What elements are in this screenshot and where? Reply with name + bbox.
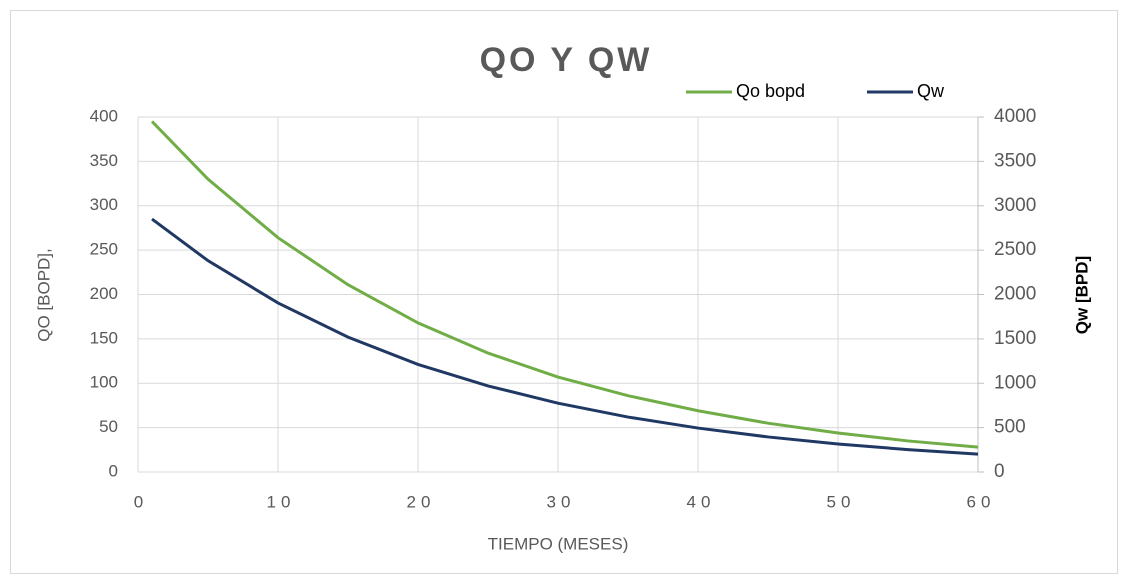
legend-label: Qo bopd — [736, 81, 805, 101]
x-tick-label: 50 — [827, 492, 856, 511]
y-tick-label: 250 — [90, 240, 118, 259]
chart-title: QO Y QW — [480, 41, 653, 79]
y2-axis-label: Qw [BPD] — [1072, 256, 1091, 334]
series-line — [150, 120, 979, 449]
y-tick-label: 50 — [99, 417, 118, 436]
y2-tick-label: 4000 — [994, 106, 1036, 127]
y-tick-label: 350 — [90, 151, 118, 170]
legend-label: Qw — [917, 81, 945, 101]
x-tick-label: 10 — [267, 492, 296, 511]
y-tick-label: 0 — [109, 461, 118, 480]
x-axis-label: TIEMPO (MESES) — [488, 534, 629, 553]
y-tick-label: 150 — [90, 328, 118, 347]
y-tick-label: 100 — [90, 373, 118, 392]
x-tick-label: 20 — [407, 492, 436, 511]
chart-border — [10, 10, 1118, 574]
x-tick-label: 0 — [134, 492, 148, 511]
x-tick-label: 30 — [547, 492, 576, 511]
y2-tick-label: 1000 — [994, 372, 1036, 393]
y2-tick-label: 0 — [994, 461, 1005, 482]
x-tick-label: 40 — [687, 492, 716, 511]
series-line — [151, 217, 979, 456]
y-tick-label: 300 — [90, 195, 118, 214]
y-tick-label: 200 — [90, 284, 118, 303]
y2-tick-label: 3500 — [994, 150, 1036, 171]
y2-tick-label: 2500 — [994, 239, 1036, 260]
y2-tick-label: 500 — [994, 417, 1026, 438]
y2-tick-label: 3000 — [994, 195, 1036, 216]
y2-tick-label: 1500 — [994, 328, 1036, 349]
y-tick-label: 400 — [90, 106, 118, 125]
y-axis-label: QO [BOPD], — [34, 248, 53, 342]
y2-tick-label: 2000 — [994, 284, 1036, 305]
x-tick-label: 60 — [967, 492, 996, 511]
